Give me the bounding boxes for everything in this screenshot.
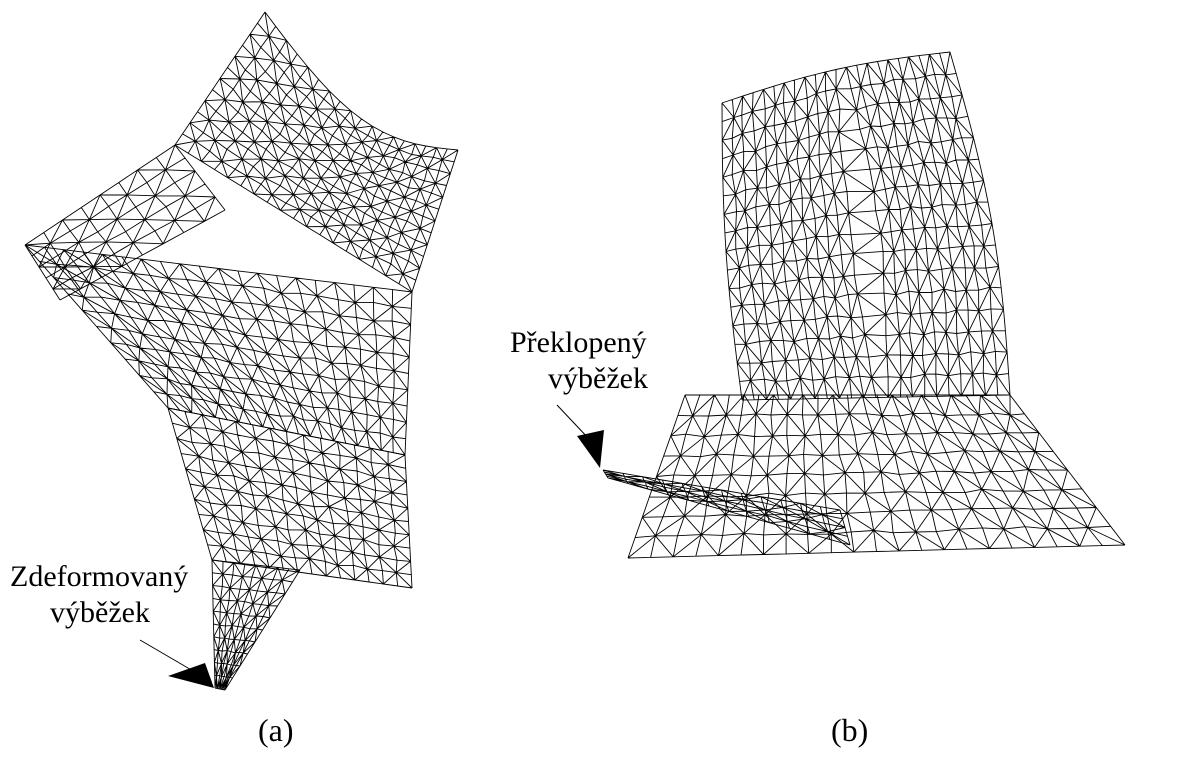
mesh-a-middle (24, 244, 413, 456)
callout-line-b (556, 404, 591, 441)
mesh-a-wing (24, 144, 226, 301)
callouts (139, 404, 604, 688)
annotation-a-line-2: výběžek (50, 596, 150, 629)
mesh-b-flipped (602, 469, 851, 546)
annotation-a-line-1: Zdeformovaný (10, 560, 189, 593)
mesh-a (24, 11, 459, 691)
mesh-b-lower (627, 394, 1126, 559)
mesh-a-upper (174, 11, 459, 293)
annotation-b-line-1: Překlopený (510, 326, 647, 359)
mesh-b-upper (721, 51, 1011, 401)
arrowhead-a (168, 663, 214, 688)
annotation-b-line-2: výběžek (548, 362, 648, 395)
mesh-a-lower (167, 407, 413, 589)
caption-b: (b) (831, 712, 869, 748)
arrowhead-b (577, 430, 604, 468)
caption-a: (a) (258, 712, 294, 748)
mesh-a-tail (211, 559, 301, 691)
mesh-b (602, 51, 1126, 559)
